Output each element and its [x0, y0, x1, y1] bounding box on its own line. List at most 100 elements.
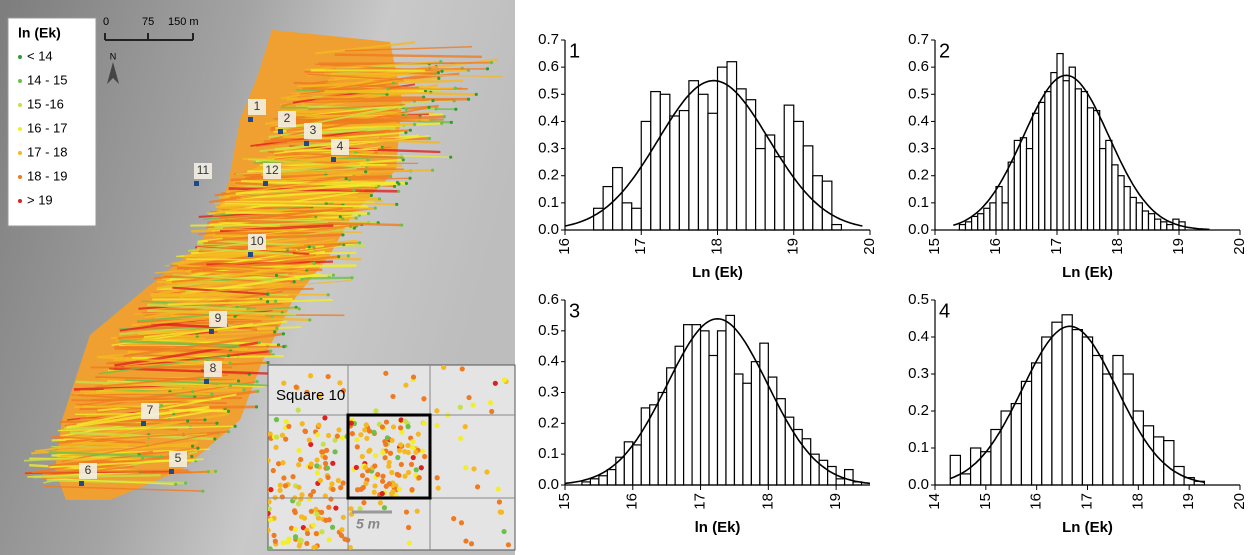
inset-point	[470, 402, 475, 407]
inset-point	[296, 501, 301, 506]
trajectory	[225, 201, 375, 202]
inset-point	[309, 461, 314, 466]
inset-point	[398, 425, 403, 430]
x-tick-label: 19	[1170, 238, 1187, 255]
stop-point	[454, 108, 457, 111]
inset-point	[358, 506, 363, 511]
inset-point	[283, 437, 288, 442]
inset-point	[411, 455, 416, 460]
inset-point	[324, 448, 329, 453]
legend-swatch	[18, 151, 22, 155]
site-label: 3	[310, 123, 317, 137]
inset: Square 10 5 m	[265, 365, 515, 552]
y-tick-label: 0.1	[908, 439, 929, 456]
bar	[1072, 330, 1082, 485]
bar	[1106, 140, 1112, 230]
inset-point	[296, 448, 301, 453]
stop-point	[186, 419, 189, 422]
legend-label: 16 - 17	[27, 120, 67, 135]
bar	[1011, 404, 1021, 485]
inset-point	[387, 481, 392, 486]
inset-point	[315, 432, 320, 437]
inset-point	[268, 487, 273, 492]
inset-point	[372, 483, 377, 488]
inset-point	[398, 442, 403, 447]
stop-point	[355, 217, 358, 220]
stop-point	[401, 156, 404, 159]
bar	[737, 89, 747, 230]
inset-point	[471, 466, 476, 471]
inset-point	[341, 480, 346, 485]
y-tick-label: 0.2	[538, 167, 559, 184]
bar	[996, 187, 1002, 230]
bar	[1155, 219, 1161, 230]
x-tick-label: 17	[692, 493, 709, 510]
inset-point	[410, 445, 415, 450]
inset-point	[413, 450, 418, 455]
inset-point	[321, 442, 326, 447]
stop-point	[352, 189, 355, 192]
inset-point	[330, 461, 335, 466]
site-marker	[194, 181, 199, 186]
inset-point	[298, 457, 303, 462]
stop-point	[339, 215, 342, 218]
x-tick-label: 20	[861, 238, 878, 255]
inset-point	[419, 465, 424, 470]
inset-point	[298, 497, 303, 502]
inset-point	[325, 465, 330, 470]
inset-point	[314, 512, 319, 517]
bar	[1094, 111, 1100, 230]
inset-point	[303, 429, 308, 434]
inset-point	[335, 434, 340, 439]
inset-point	[387, 460, 392, 465]
x-tick-label: 18	[708, 238, 725, 255]
stop-point	[229, 384, 232, 387]
inset-point	[281, 540, 286, 545]
bar	[1002, 203, 1008, 230]
bar	[1075, 89, 1081, 230]
site-label: 9	[215, 311, 222, 325]
inset-point	[469, 541, 474, 546]
stop-point	[282, 345, 285, 348]
inset-point	[296, 462, 301, 467]
stop-point	[405, 108, 408, 111]
inset-point	[296, 408, 301, 413]
inset-point	[363, 465, 368, 470]
inset-point	[342, 537, 347, 542]
bar	[966, 222, 972, 230]
bar	[832, 225, 842, 230]
inset-point	[416, 432, 421, 437]
bar	[1130, 197, 1136, 230]
inset-point	[463, 465, 468, 470]
legend-swatch	[18, 55, 22, 59]
inset-point	[271, 468, 276, 473]
inset-point	[378, 500, 383, 505]
inset-point	[375, 472, 380, 477]
legend: ln (Ek) < 1414 - 1515 -1616 - 1717 - 181…	[8, 18, 96, 226]
inset-point	[415, 509, 420, 514]
inset-point	[460, 366, 465, 371]
inset-point	[410, 487, 415, 492]
stop-point	[408, 177, 411, 180]
inset-point	[337, 380, 342, 385]
stop-point	[400, 223, 403, 226]
legend-label: 15 -16	[27, 96, 64, 111]
x-tick-label: 15	[926, 238, 943, 255]
inset-point	[389, 470, 394, 475]
bar	[765, 135, 775, 230]
x-tick-label: 14	[926, 493, 943, 510]
bar	[660, 94, 670, 230]
bar	[1164, 441, 1174, 485]
stop-point	[431, 99, 434, 102]
bar	[756, 149, 766, 230]
inset-point	[380, 479, 385, 484]
x-tick-label: 19	[1180, 493, 1197, 510]
inset-point	[286, 424, 291, 429]
stop-point	[347, 254, 350, 257]
stop-point	[358, 241, 361, 244]
stop-point	[413, 123, 416, 126]
stop-point	[364, 170, 367, 173]
inset-point	[404, 509, 409, 514]
inset-point	[314, 531, 319, 536]
stop-point	[273, 330, 276, 333]
